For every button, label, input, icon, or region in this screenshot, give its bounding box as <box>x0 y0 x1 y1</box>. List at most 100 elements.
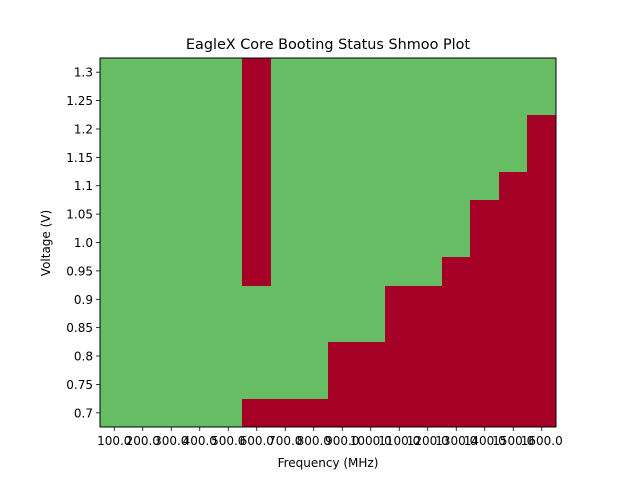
heatmap-cell <box>214 228 243 257</box>
heatmap-cell <box>442 58 471 87</box>
heatmap-cell <box>527 86 556 115</box>
heatmap-cell <box>385 341 414 371</box>
heatmap-cell <box>128 313 157 342</box>
heatmap-cell <box>385 398 414 427</box>
heatmap-cell <box>356 86 385 115</box>
heatmap-cell <box>527 114 556 144</box>
heatmap-cell <box>100 86 129 115</box>
heatmap-cell <box>356 313 385 342</box>
heatmap-cell <box>356 114 385 144</box>
heatmap-cell <box>157 313 186 342</box>
heatmap-cell <box>185 398 214 427</box>
heatmap-cell <box>470 58 499 87</box>
heatmap-cell <box>385 256 414 286</box>
heatmap-cell <box>100 398 129 427</box>
x-tick-label: 300.0 <box>154 434 188 448</box>
heatmap-cell <box>242 228 271 257</box>
heatmap-cell <box>299 171 328 200</box>
x-tick-label: 800.0 <box>297 434 331 448</box>
heatmap-cell <box>413 398 442 427</box>
heatmap-cell <box>499 58 528 87</box>
heatmap-cell <box>185 370 214 399</box>
heatmap-cell <box>442 285 471 314</box>
heatmap-cell <box>157 171 186 200</box>
heatmap-cell <box>214 143 243 172</box>
heatmap-cell <box>442 341 471 371</box>
heatmap-cell <box>356 256 385 286</box>
heatmap-cell <box>499 86 528 115</box>
heatmap-cell <box>527 143 556 172</box>
y-tick-label: 1.25 <box>66 94 93 108</box>
heatmap-cell <box>185 341 214 371</box>
heatmap-cell <box>442 370 471 399</box>
x-tick-label: 1600.0 <box>521 434 563 448</box>
heatmap-cell <box>385 370 414 399</box>
heatmap-cell <box>299 86 328 115</box>
y-tick-label: 1.0 <box>74 236 93 250</box>
y-tick-label: 0.9 <box>74 293 93 307</box>
heatmap-cell <box>413 171 442 200</box>
heatmap-cell <box>242 86 271 115</box>
heatmap-cell <box>499 398 528 427</box>
heatmap-cell <box>413 228 442 257</box>
heatmap-cell <box>385 114 414 144</box>
heatmap-cell <box>413 58 442 87</box>
heatmap-cell <box>242 256 271 286</box>
heatmap-cell <box>128 228 157 257</box>
heatmap-cell <box>328 171 357 200</box>
heatmap-cell <box>328 58 357 87</box>
heatmap-cell <box>470 370 499 399</box>
heatmap-cell <box>128 171 157 200</box>
heatmap-cell <box>242 114 271 144</box>
heatmap-cell <box>157 398 186 427</box>
heatmap-cell <box>385 285 414 314</box>
x-tick-label: 1100.0 <box>378 434 420 448</box>
heatmap-cell <box>499 341 528 371</box>
x-tick-label: 100.0 <box>97 434 131 448</box>
heatmap-cell <box>157 228 186 257</box>
heatmap-cell <box>299 313 328 342</box>
heatmap-cell <box>157 256 186 286</box>
heatmap-cell <box>499 370 528 399</box>
heatmap-cell <box>499 114 528 144</box>
heatmap-cell <box>470 313 499 342</box>
heatmap-cell <box>499 313 528 342</box>
heatmap-cell <box>413 285 442 314</box>
heatmap-cell <box>527 313 556 342</box>
heatmap-cell <box>242 370 271 399</box>
heatmap-cell <box>100 199 129 229</box>
heatmap-cell <box>271 171 300 200</box>
heatmap-cell <box>470 199 499 229</box>
x-tick-label: 1300.0 <box>435 434 477 448</box>
heatmap-cell <box>157 285 186 314</box>
heatmap-cell <box>242 171 271 200</box>
heatmap-cell <box>470 285 499 314</box>
y-tick-label: 0.85 <box>66 321 93 335</box>
heatmap-cell <box>356 228 385 257</box>
heatmap-cell <box>100 370 129 399</box>
heatmap-cell <box>527 58 556 87</box>
x-axis: 100.0200.0300.0400.0500.0600.0700.0800.0… <box>97 427 563 448</box>
heatmap-cell <box>100 58 129 87</box>
heatmap-cell <box>356 398 385 427</box>
heatmap-cell <box>242 58 271 87</box>
heatmap-cell <box>470 398 499 427</box>
heatmap-cell <box>499 199 528 229</box>
heatmap-cell <box>214 341 243 371</box>
heatmap-cell <box>470 341 499 371</box>
heatmap-cell <box>385 313 414 342</box>
heatmap-cell <box>128 398 157 427</box>
heatmap-cell <box>128 114 157 144</box>
heatmap-cell <box>214 86 243 115</box>
heatmap-cell <box>527 256 556 286</box>
heatmap-cell <box>299 370 328 399</box>
heatmap-cell <box>470 143 499 172</box>
heatmap-cell <box>328 143 357 172</box>
x-axis-label: Frequency (MHz) <box>278 456 379 470</box>
heatmap-cell <box>385 143 414 172</box>
x-tick-label: 900.0 <box>325 434 359 448</box>
heatmap-cell <box>128 143 157 172</box>
heatmap-cell <box>442 228 471 257</box>
heatmap-cell <box>413 370 442 399</box>
